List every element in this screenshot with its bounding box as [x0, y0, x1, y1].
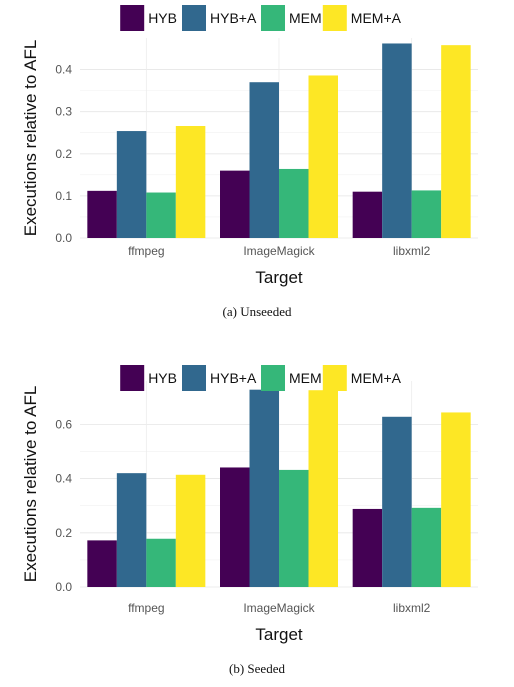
- legend-label: MEM+A: [351, 10, 402, 26]
- bar-mem-plus-a-ffmpeg: [175, 474, 206, 587]
- bar-mem-ffmpeg: [146, 192, 176, 238]
- figure-caption: (b) Seeded: [229, 661, 285, 676]
- chart-seeded: 0.0 0.2 0.4 0.6 ffmpeg ImageMagick libxml2 Targ…: [0, 343, 514, 687]
- bar-hyb-libxml2: [352, 191, 383, 238]
- chart-unseeded-svg: 0.0 0.1 0.2 0.3 0.4 ffmpeg ImageMagick libxml2 T…: [21, 5, 478, 319]
- x-axis-title: Target: [255, 268, 303, 287]
- x-tick-label: libxml2: [393, 601, 431, 615]
- bar-hyb-ffmpeg: [87, 190, 117, 238]
- bar-hyb-imagemagick: [220, 170, 250, 238]
- legend-label: MEM+A: [351, 370, 402, 386]
- legend-label: HYB: [148, 10, 177, 26]
- chart-unseeded: 0.0 0.1 0.2 0.3 0.4 ffmpeg ImageMagick libxml2 T…: [0, 0, 514, 343]
- legend-label: MEM: [289, 370, 322, 386]
- bar-hyb-plus-a-libxml2: [382, 416, 412, 587]
- x-tick-label: ffmpeg: [128, 601, 164, 615]
- bar-hyb-libxml2: [352, 508, 383, 587]
- legend-swatch-hyb: [120, 5, 145, 31]
- bar-mem-libxml2: [411, 190, 442, 238]
- legend-label: HYB+A: [210, 370, 257, 386]
- y-tick-label: 0.2: [55, 526, 72, 540]
- bar-mem-plus-a-libxml2: [441, 45, 471, 238]
- bar-hyb-plus-a-imagemagick: [249, 389, 279, 587]
- bar-mem-plus-a-imagemagick: [308, 390, 338, 587]
- x-tick-label: ffmpeg: [128, 244, 164, 258]
- bar-hyb-ffmpeg: [87, 540, 117, 587]
- y-tick-label: 0.0: [55, 580, 72, 594]
- legend-swatch-hyb-plus-a: [182, 365, 206, 391]
- y-axis-title: Executions relative to AFL: [21, 386, 40, 583]
- x-tick-label: ImageMagick: [243, 601, 315, 615]
- legend-swatch-mem: [261, 365, 285, 391]
- bar-mem-imagemagick: [279, 469, 309, 587]
- x-tick-label: libxml2: [393, 244, 431, 258]
- bar-mem-plus-a-imagemagick: [308, 75, 338, 238]
- y-tick-label: 0.4: [55, 472, 72, 486]
- chart-seeded-svg: 0.0 0.2 0.4 0.6 ffmpeg ImageMagick libxml2 Targ…: [21, 365, 478, 676]
- y-tick-label: 0.0: [55, 231, 72, 245]
- legend-label: HYB: [148, 370, 177, 386]
- bar-mem-libxml2: [411, 507, 442, 587]
- y-tick-label: 0.4: [55, 63, 72, 77]
- legend-label: HYB+A: [210, 10, 257, 26]
- figure-caption: (a) Unseeded: [223, 304, 292, 319]
- bar-mem-plus-a-ffmpeg: [175, 126, 206, 238]
- bar-hyb-plus-a-ffmpeg: [116, 131, 147, 238]
- legend-label: MEM: [289, 10, 322, 26]
- bar-mem-imagemagick: [279, 168, 309, 238]
- legend-swatch-hyb-plus-a: [182, 5, 206, 31]
- y-tick-label: 0.6: [55, 417, 72, 431]
- bar-hyb-plus-a-libxml2: [382, 43, 412, 239]
- x-axis-title: Target: [255, 625, 303, 644]
- legend-swatch-mem-plus-a: [322, 5, 347, 31]
- legend-swatch-hyb: [120, 365, 145, 391]
- x-tick-label: ImageMagick: [243, 244, 315, 258]
- y-tick-label: 0.3: [55, 105, 72, 119]
- bar-hyb-plus-a-ffmpeg: [116, 473, 147, 587]
- y-axis-title: Executions relative to AFL: [21, 40, 40, 237]
- bar-mem-plus-a-libxml2: [441, 412, 471, 587]
- bar-hyb-plus-a-imagemagick: [249, 82, 279, 238]
- y-tick-label: 0.1: [55, 189, 72, 203]
- legend-swatch-mem: [261, 5, 285, 31]
- bar-mem-ffmpeg: [146, 538, 176, 587]
- y-tick-label: 0.2: [55, 147, 72, 161]
- legend-swatch-mem-plus-a: [322, 365, 347, 391]
- bar-hyb-imagemagick: [220, 467, 250, 587]
